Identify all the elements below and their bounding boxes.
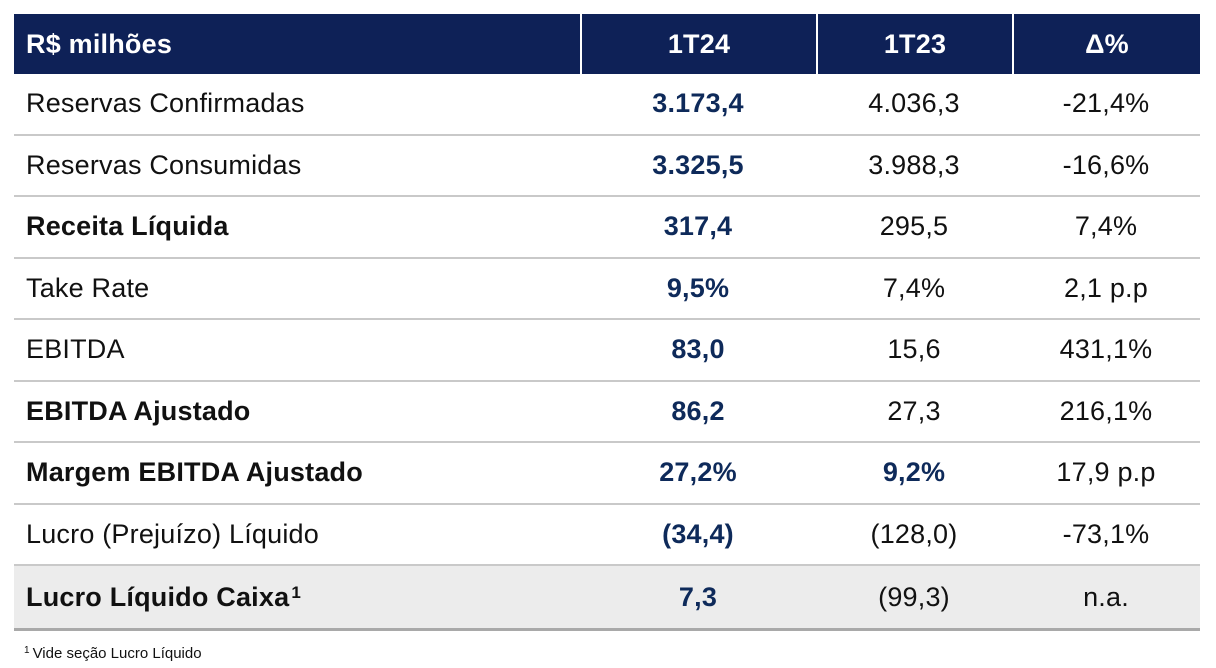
- value-1t23: 27,3: [887, 395, 941, 426]
- value-1t24: 7,3: [678, 581, 718, 612]
- row-label-text: Lucro Líquido Caixa: [26, 581, 290, 612]
- value-1t24: 27,2%: [659, 457, 737, 488]
- value-delta: n.a.: [1083, 581, 1129, 612]
- footnote-ref: 1: [291, 582, 301, 602]
- value-1t24: (34,4): [662, 518, 734, 549]
- value-delta: -73,1%: [1062, 518, 1150, 549]
- value-delta: 17,9 p.p: [1056, 457, 1156, 488]
- row-label: Lucro Líquido Caixa 1: [14, 582, 580, 613]
- financial-table: R$ milhões 1T24 1T23 Δ% Reservas Confirm…: [14, 14, 1200, 631]
- value-1t24: 9,5%: [666, 272, 730, 303]
- value-1t23: 9,2%: [882, 457, 946, 488]
- row-label: Receita Líquida: [26, 211, 229, 242]
- table-header-row: R$ milhões 1T24 1T23 Δ%: [14, 14, 1200, 74]
- value-1t23: 15,6: [887, 334, 941, 365]
- row-label: Take Rate: [26, 272, 150, 303]
- value-1t23: (128,0): [870, 518, 958, 549]
- table-row-highlight: Lucro Líquido Caixa 1 7,3 (99,3) n.a.: [14, 566, 1200, 631]
- table-row: Lucro (Prejuízo) Líquido (34,4) (128,0) …: [14, 505, 1200, 566]
- value-delta: 431,1%: [1059, 334, 1153, 365]
- row-label: Margem EBITDA Ajustado: [26, 457, 363, 488]
- value-1t24: 83,0: [671, 334, 725, 365]
- table-row: Receita Líquida 317,4 295,5 7,4%: [14, 197, 1200, 259]
- value-1t23: 7,4%: [882, 272, 946, 303]
- row-label: Lucro (Prejuízo) Líquido: [26, 518, 319, 549]
- value-1t24: 317,4: [663, 211, 733, 242]
- footnote: 1 Vide seção Lucro Líquido: [24, 645, 202, 662]
- row-label: EBITDA: [26, 334, 125, 365]
- table-row: Margem EBITDA Ajustado 27,2% 9,2% 17,9 p…: [14, 443, 1200, 505]
- value-1t23: 3.988,3: [868, 149, 960, 180]
- table-row: Take Rate 9,5% 7,4% 2,1 p.p: [14, 259, 1200, 320]
- header-1t24: 1T24: [580, 14, 816, 74]
- value-delta: -21,4%: [1062, 88, 1150, 119]
- footnote-mark: 1: [24, 645, 30, 656]
- value-delta: -16,6%: [1062, 149, 1150, 180]
- row-label: Reservas Consumidas: [26, 149, 302, 180]
- value-1t23: (99,3): [878, 581, 950, 612]
- table-row: EBITDA 83,0 15,6 431,1%: [14, 320, 1200, 382]
- value-delta: 2,1 p.p: [1064, 272, 1148, 303]
- footnote-text: Vide seção Lucro Líquido: [32, 645, 202, 662]
- value-1t23: 295,5: [879, 211, 949, 242]
- value-1t23: 4.036,3: [868, 88, 960, 119]
- value-1t24: 3.173,4: [652, 88, 744, 119]
- row-label: EBITDA Ajustado: [26, 395, 251, 426]
- value-1t24: 3.325,5: [652, 149, 744, 180]
- table-row: Reservas Consumidas 3.325,5 3.988,3 -16,…: [14, 136, 1200, 197]
- header-delta: Δ%: [1012, 14, 1200, 74]
- header-1t23: 1T23: [816, 14, 1012, 74]
- table-row: Reservas Confirmadas 3.173,4 4.036,3 -21…: [14, 74, 1200, 136]
- row-label: Reservas Confirmadas: [26, 88, 305, 119]
- header-label: R$ milhões: [26, 28, 173, 59]
- value-1t24: 86,2: [671, 395, 725, 426]
- value-delta: 216,1%: [1059, 395, 1153, 426]
- value-delta: 7,4%: [1074, 211, 1138, 242]
- table-row: EBITDA Ajustado 86,2 27,3 216,1%: [14, 382, 1200, 443]
